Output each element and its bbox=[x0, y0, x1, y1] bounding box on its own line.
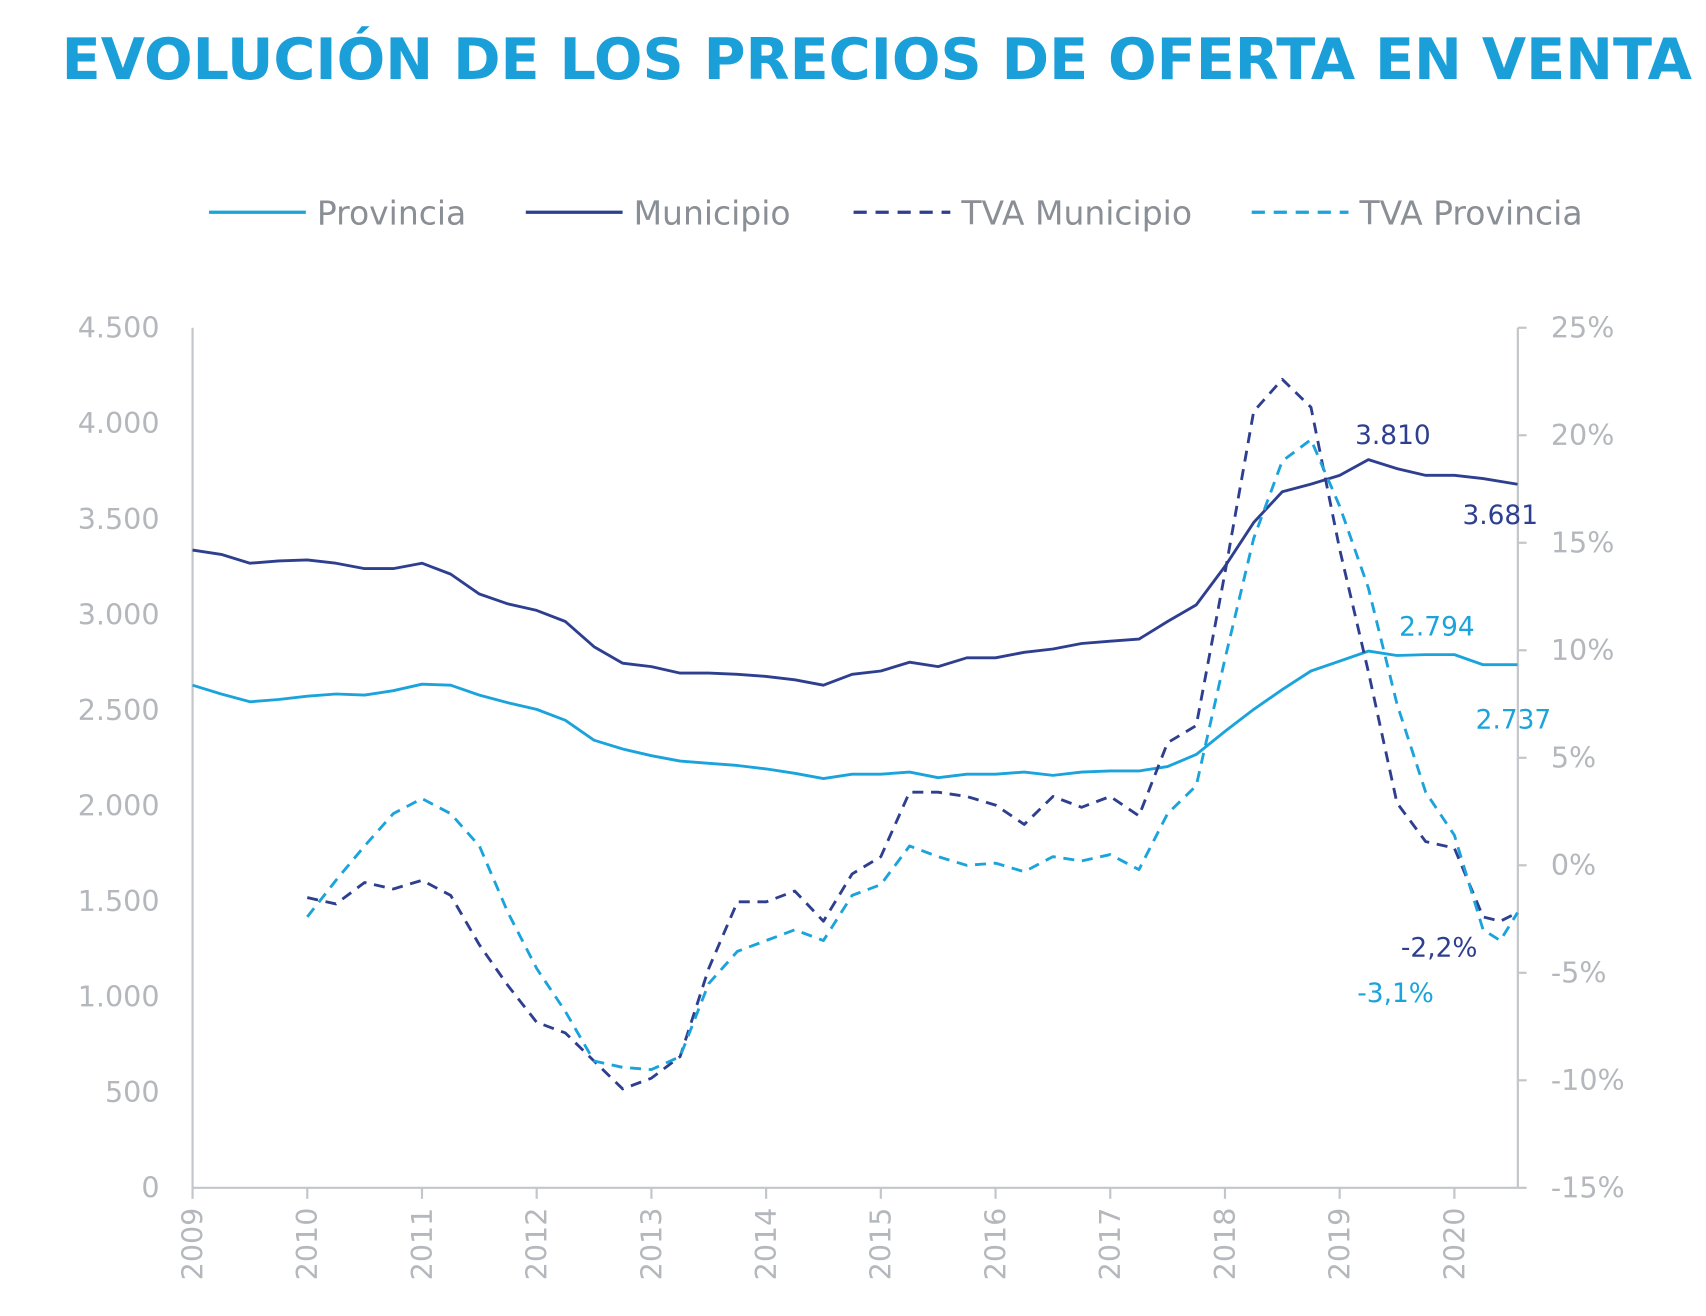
x-tick-label: 2014 bbox=[749, 1208, 783, 1281]
data-labels: 3.810 3.681 2.794 2.737 -2,2% -3,1% bbox=[1355, 421, 1551, 1009]
y-left-tick-label: 0 bbox=[141, 1171, 159, 1205]
data-label: 2.737 bbox=[1476, 705, 1552, 735]
y-right-tick-label: 25% bbox=[1551, 311, 1615, 345]
y-right-tick-label: -15% bbox=[1551, 1171, 1625, 1205]
x-tick-label: 2009 bbox=[175, 1208, 209, 1281]
series-line-tva-municipio bbox=[306, 377, 1519, 1091]
y-right-tick-label: -5% bbox=[1551, 956, 1607, 990]
y-left-tick-label: 2.000 bbox=[78, 788, 160, 822]
x-tick-label: 2019 bbox=[1323, 1208, 1357, 1281]
y-left-tick-label: 1.000 bbox=[78, 980, 160, 1014]
series-line-provincia bbox=[192, 649, 1518, 781]
data-label: 3.681 bbox=[1462, 501, 1538, 531]
y-right-tick-label: 10% bbox=[1551, 633, 1615, 667]
legend: Provincia Municipio TVA Municipio TVA Provi… bbox=[209, 193, 1583, 232]
legend-label: Municipio bbox=[634, 193, 791, 232]
y-left-tick-label: 500 bbox=[105, 1075, 160, 1109]
y-left-tick-label: 4.000 bbox=[78, 406, 160, 440]
axes: 0 500 1.000 1.500 2.000 2.500 3.000 3.500 4.000 4… bbox=[78, 311, 1625, 1281]
x-tick-label: 2016 bbox=[978, 1208, 1012, 1281]
y-left-tick-label: 4.500 bbox=[78, 311, 160, 345]
y-right-tick-label: 15% bbox=[1551, 526, 1615, 560]
series-line-municipio bbox=[192, 458, 1518, 687]
legend-label: TVA Municipio bbox=[960, 193, 1192, 232]
y-left-tick-label: 3.000 bbox=[78, 597, 160, 631]
y-left-tick-label: 3.500 bbox=[78, 502, 160, 536]
x-tick-label: 2011 bbox=[405, 1208, 439, 1281]
x-tick-label: 2020 bbox=[1437, 1208, 1471, 1281]
y-right-tick-label: -10% bbox=[1551, 1063, 1625, 1097]
legend-label: TVA Provincia bbox=[1358, 193, 1582, 232]
series-lines bbox=[192, 377, 1519, 1091]
x-tick-label: 2018 bbox=[1208, 1208, 1242, 1281]
data-label: -3,1% bbox=[1357, 979, 1434, 1009]
data-label: -2,2% bbox=[1401, 934, 1478, 964]
x-tick-label: 2010 bbox=[290, 1208, 324, 1281]
y-right-tick-label: 5% bbox=[1551, 741, 1596, 775]
data-label: 2.794 bbox=[1399, 613, 1475, 643]
chart-title: EVOLUCIÓN DE LOS PRECIOS DE OFERTA EN VE… bbox=[62, 25, 1692, 93]
x-tick-label: 2012 bbox=[520, 1208, 554, 1281]
data-label: 3.810 bbox=[1355, 421, 1431, 451]
x-tick-label: 2013 bbox=[634, 1208, 668, 1281]
y-left-tick-label: 1.500 bbox=[78, 884, 160, 918]
y-right-tick-label: 20% bbox=[1551, 418, 1615, 452]
x-tick-label: 2015 bbox=[864, 1208, 898, 1281]
legend-label: Provincia bbox=[317, 193, 466, 232]
y-right-tick-label: 0% bbox=[1551, 848, 1596, 882]
x-tick-label: 2017 bbox=[1093, 1208, 1127, 1281]
y-left-tick-label: 2.500 bbox=[78, 693, 160, 727]
series-line-tva-provincia bbox=[306, 438, 1519, 1072]
